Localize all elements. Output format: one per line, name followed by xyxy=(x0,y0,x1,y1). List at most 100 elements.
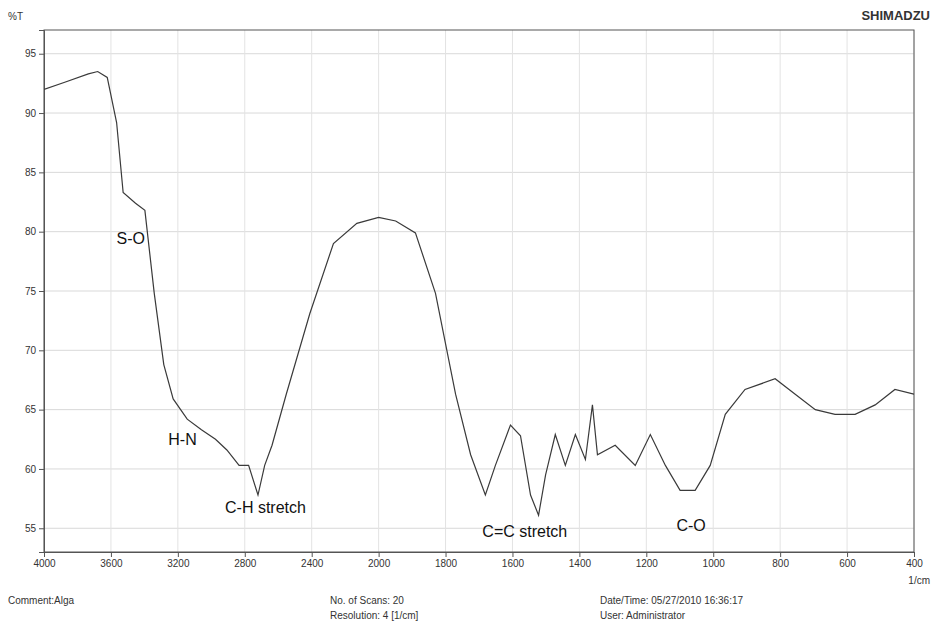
y-tick: 55 xyxy=(25,523,44,534)
x-tick-mark xyxy=(646,552,647,557)
x-tick: 1400 xyxy=(569,552,592,569)
y-tick: 75 xyxy=(25,286,44,297)
grid xyxy=(44,30,914,552)
x-tick-label: 1400 xyxy=(569,558,592,569)
y-tick: 85 xyxy=(25,167,44,178)
x-tick: 4000 xyxy=(33,552,56,569)
x-tick-mark xyxy=(579,552,580,557)
grid-line xyxy=(780,30,781,552)
x-tick: 3600 xyxy=(100,552,123,569)
grid-line xyxy=(713,30,714,552)
y-tick-mark xyxy=(39,410,44,411)
y-axis: 55 60 65 70 75 80 85 90 95 xyxy=(25,31,45,553)
y-tick-label: 60 xyxy=(25,464,37,475)
y-tick-mark xyxy=(39,113,44,114)
x-tick-label: 1200 xyxy=(636,558,659,569)
y-tick: 60 xyxy=(25,464,44,475)
annotation: C-H stretch xyxy=(225,499,306,516)
footer-text: No. of Scans: 20 xyxy=(330,595,404,606)
grid-line xyxy=(646,30,647,552)
spectrum-line xyxy=(44,72,914,516)
y-tick-mark xyxy=(39,469,44,470)
y-tick-label: 55 xyxy=(25,523,37,534)
x-tick-label: 400 xyxy=(906,558,923,569)
y-tick-mark xyxy=(39,232,44,233)
grid-line xyxy=(44,468,914,469)
grid-line xyxy=(378,30,379,552)
y-tick: 80 xyxy=(25,226,44,237)
y-tick: 95 xyxy=(25,48,44,59)
x-tick-mark xyxy=(914,552,915,557)
footer-text: Resolution: 4 [1/cm] xyxy=(330,610,419,621)
x-tick-mark xyxy=(245,552,246,557)
x-tick-label: 1800 xyxy=(435,558,458,569)
x-tick: 1600 xyxy=(502,552,525,569)
grid-line xyxy=(44,350,914,351)
chart: 55 60 65 70 75 80 85 90 95 4000 3600 3200 2800 2400 20… xyxy=(0,0,938,644)
grid-line xyxy=(311,30,312,552)
footer-text: Date/Time: 05/27/2010 16:36:17 xyxy=(600,595,744,606)
x-tick-mark xyxy=(446,552,447,557)
y-tick-label: 75 xyxy=(25,286,37,297)
x-tick: 1200 xyxy=(636,552,659,569)
brand: SHIMADZU xyxy=(861,8,930,23)
x-tick-mark xyxy=(111,552,112,557)
x-tick-label: 2000 xyxy=(368,558,391,569)
x-tick-label: 2400 xyxy=(301,558,324,569)
x-axis-title: 1/cm xyxy=(908,575,930,586)
x-tick-label: 1000 xyxy=(703,558,726,569)
x-tick-mark xyxy=(847,552,848,557)
x-tick-mark xyxy=(379,552,380,557)
y-tick-label: 65 xyxy=(25,404,37,415)
y-tick: 65 xyxy=(25,404,44,415)
grid-line xyxy=(44,53,914,54)
grid-line xyxy=(44,172,914,173)
footer-text: User: Administrator xyxy=(600,610,686,621)
grid-line xyxy=(44,231,914,232)
grid-line xyxy=(244,30,245,552)
x-tick: 1800 xyxy=(435,552,458,569)
y-tick-label: 85 xyxy=(25,167,37,178)
y-tick-label: 70 xyxy=(25,345,37,356)
y-tick-mark xyxy=(39,54,44,55)
grid-line xyxy=(110,30,111,552)
footer: Comment:AlgaNo. of Scans: 20Resolution: … xyxy=(8,595,744,621)
annotations: S-O H-N C-H stretch C=C stretch C-O xyxy=(117,230,706,540)
x-tick-mark xyxy=(312,552,313,557)
y-tick-mark xyxy=(39,350,44,351)
x-tick-label: 1600 xyxy=(502,558,525,569)
y-tick: 70 xyxy=(25,345,44,356)
x-tick-mark xyxy=(780,552,781,557)
grid-line xyxy=(445,30,446,552)
x-tick: 2000 xyxy=(368,552,391,569)
x-axis: 4000 3600 3200 2800 2400 2000 1800 1600 1400 1200… xyxy=(33,552,923,569)
x-tick: 3200 xyxy=(167,552,190,569)
grid-line xyxy=(44,409,914,410)
x-tick-label: 3600 xyxy=(100,558,123,569)
grid-line xyxy=(44,528,914,529)
y-tick: 90 xyxy=(25,108,44,119)
x-tick-label: 4000 xyxy=(33,558,56,569)
plot-area xyxy=(44,72,914,516)
y-tick-mark xyxy=(39,528,44,529)
annotation: S-O xyxy=(117,230,145,247)
grid-line xyxy=(44,113,914,114)
x-tick-mark xyxy=(44,552,45,557)
y-tick-mark xyxy=(39,291,44,292)
x-tick-label: 3200 xyxy=(167,558,190,569)
annotation: C=C stretch xyxy=(482,523,567,540)
x-tick: 2800 xyxy=(234,552,257,569)
x-tick-label: 2800 xyxy=(234,558,257,569)
grid-line xyxy=(579,30,580,552)
y-axis-line xyxy=(39,31,45,553)
grid-line xyxy=(44,291,914,292)
x-tick: 1000 xyxy=(703,552,726,569)
y-tick-label: 90 xyxy=(25,108,37,119)
grid-line xyxy=(512,30,513,552)
annotation: H-N xyxy=(168,431,196,448)
grid-line xyxy=(847,30,848,552)
y-tick-label: 95 xyxy=(25,48,37,59)
y-axis-title: %T xyxy=(8,11,23,22)
x-tick-mark xyxy=(713,552,714,557)
annotation: C-O xyxy=(676,517,705,534)
